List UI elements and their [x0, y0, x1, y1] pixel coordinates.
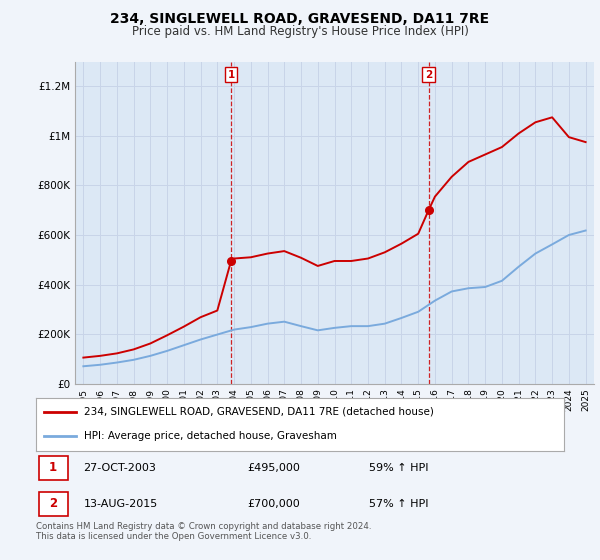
- Text: Price paid vs. HM Land Registry's House Price Index (HPI): Price paid vs. HM Land Registry's House …: [131, 25, 469, 38]
- Text: £495,000: £495,000: [247, 463, 300, 473]
- Text: HPI: Average price, detached house, Gravesham: HPI: Average price, detached house, Grav…: [83, 431, 337, 441]
- Text: 234, SINGLEWELL ROAD, GRAVESEND, DA11 7RE (detached house): 234, SINGLEWELL ROAD, GRAVESEND, DA11 7R…: [83, 407, 433, 417]
- Text: £700,000: £700,000: [247, 499, 300, 509]
- Text: 2: 2: [425, 69, 432, 80]
- Text: 1: 1: [49, 461, 57, 474]
- FancyBboxPatch shape: [38, 455, 68, 480]
- Text: Contains HM Land Registry data © Crown copyright and database right 2024.
This d: Contains HM Land Registry data © Crown c…: [36, 522, 371, 542]
- Text: 2: 2: [49, 497, 57, 510]
- FancyBboxPatch shape: [38, 492, 68, 516]
- Text: 27-OCT-2003: 27-OCT-2003: [83, 463, 157, 473]
- Text: 1: 1: [227, 69, 235, 80]
- Text: 57% ↑ HPI: 57% ↑ HPI: [368, 499, 428, 509]
- Text: 59% ↑ HPI: 59% ↑ HPI: [368, 463, 428, 473]
- Text: 13-AUG-2015: 13-AUG-2015: [83, 499, 158, 509]
- Text: 234, SINGLEWELL ROAD, GRAVESEND, DA11 7RE: 234, SINGLEWELL ROAD, GRAVESEND, DA11 7R…: [110, 12, 490, 26]
